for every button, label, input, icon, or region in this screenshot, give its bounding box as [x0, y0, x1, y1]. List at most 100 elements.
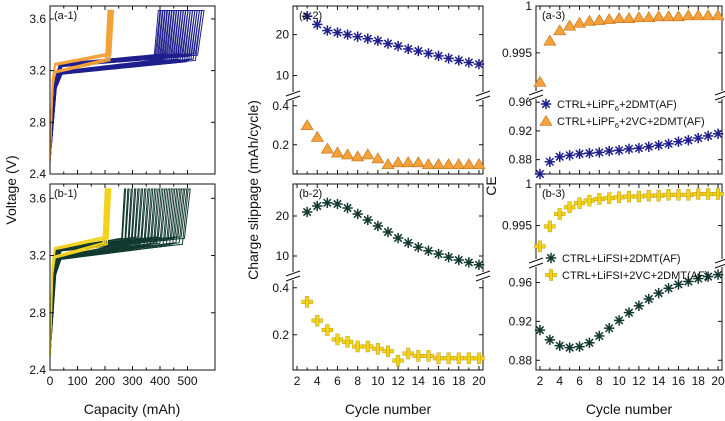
data-point [702, 130, 714, 142]
plus-v [355, 340, 360, 353]
data-point [663, 138, 674, 150]
data-point [623, 307, 635, 318]
star-arm [323, 26, 332, 35]
data-point [593, 193, 606, 205]
data-point [671, 10, 685, 22]
y-tick-label: 3.6 [29, 191, 46, 205]
triangle-mark [622, 12, 636, 23]
star-arm [323, 198, 332, 208]
y-tick-label: 0.92 [509, 124, 533, 138]
voltage-curve [50, 188, 147, 356]
x-tick-label: 4 [556, 374, 563, 388]
y-tick-label: 0.92 [509, 314, 533, 328]
break-gap [715, 91, 725, 99]
star-arm [333, 199, 342, 209]
star-arm [363, 215, 372, 225]
data-point [401, 156, 415, 168]
data-point [361, 148, 375, 160]
data-point [403, 237, 414, 248]
x-tick-label: 16 [432, 374, 446, 388]
plus-v [567, 201, 572, 213]
triangle-mark [371, 152, 385, 164]
star-arm [713, 270, 723, 279]
legend-entry: CTRL+LiFSI+2DMT(AF) [562, 253, 681, 265]
triangle-mark [533, 75, 547, 87]
star-arm [664, 139, 673, 149]
y-tick-label: 20 [276, 28, 290, 42]
star-arm [644, 294, 653, 304]
star-arm [595, 148, 604, 157]
plot-area [50, 188, 191, 356]
break-line [528, 257, 544, 264]
break-line [528, 94, 544, 101]
x-tick-label: 500 [177, 374, 197, 388]
data-point [603, 192, 615, 204]
star-arm [464, 258, 474, 267]
y-tick-label: 0.88 [509, 153, 533, 167]
plus-v [476, 352, 481, 364]
triangle-mark [632, 11, 646, 23]
data-point [372, 343, 384, 355]
y-tick-label: 1 [525, 0, 532, 13]
data-point [342, 202, 353, 214]
voltage-curve [50, 10, 163, 162]
triangle-mark [553, 24, 567, 36]
axis-break-mark [285, 90, 301, 102]
data-point [584, 147, 595, 159]
data-point [352, 31, 363, 42]
triangle-mark [330, 146, 344, 158]
triangle-mark [573, 16, 587, 28]
star-arm [454, 255, 463, 265]
data-point [403, 43, 414, 55]
data-point [662, 189, 675, 201]
triangle-mark [401, 156, 415, 168]
x-tick-label: 6 [334, 374, 341, 388]
axis-break-mark [714, 258, 725, 269]
break-line [714, 90, 725, 96]
triangle-mark [563, 19, 577, 31]
star-arm [333, 28, 342, 37]
break-gap [529, 259, 543, 267]
triangle-mark [320, 142, 334, 154]
triangle-mark [411, 156, 425, 168]
star-arm [565, 151, 574, 160]
star-arm [302, 207, 312, 217]
star-arm [555, 341, 564, 350]
plot-frame [292, 183, 484, 371]
triangle-mark [472, 158, 486, 170]
y-tick-label: 0.96 [509, 95, 533, 109]
triangle-mark [671, 10, 685, 22]
data-point [473, 58, 485, 70]
y-tick-label: 1 [525, 177, 532, 191]
star-arm [444, 54, 453, 63]
data-point [573, 16, 587, 28]
voltage-curve [50, 10, 161, 162]
triangle-mark [582, 14, 596, 26]
x-tick-label: 300 [122, 374, 142, 388]
data-point [592, 13, 606, 25]
data-point [702, 188, 714, 200]
star-arm [541, 99, 551, 109]
data-point [653, 287, 664, 299]
triangle-mark [662, 10, 676, 22]
data-point [312, 200, 323, 212]
triangle-mark [421, 158, 435, 170]
plus-v [416, 350, 421, 362]
triangle-mark [543, 34, 557, 46]
axis-break-mark [285, 270, 301, 282]
triangle-mark [381, 158, 395, 170]
star-arm [634, 301, 644, 311]
data-point [711, 9, 725, 21]
data-point [693, 132, 704, 144]
data-point [453, 352, 465, 364]
data-point [604, 322, 615, 334]
data-point [310, 130, 324, 142]
legend: CTRL+LiPF6+2DMT(AF) CTRL+LiPF6+2VC+2DMT(A… [539, 98, 705, 130]
star-arm [535, 169, 545, 179]
data-point [683, 276, 694, 287]
break-line [285, 95, 301, 102]
star-arm [373, 221, 383, 231]
triangle-mark [462, 158, 476, 170]
data-point [692, 188, 704, 200]
plus-v [549, 269, 554, 281]
